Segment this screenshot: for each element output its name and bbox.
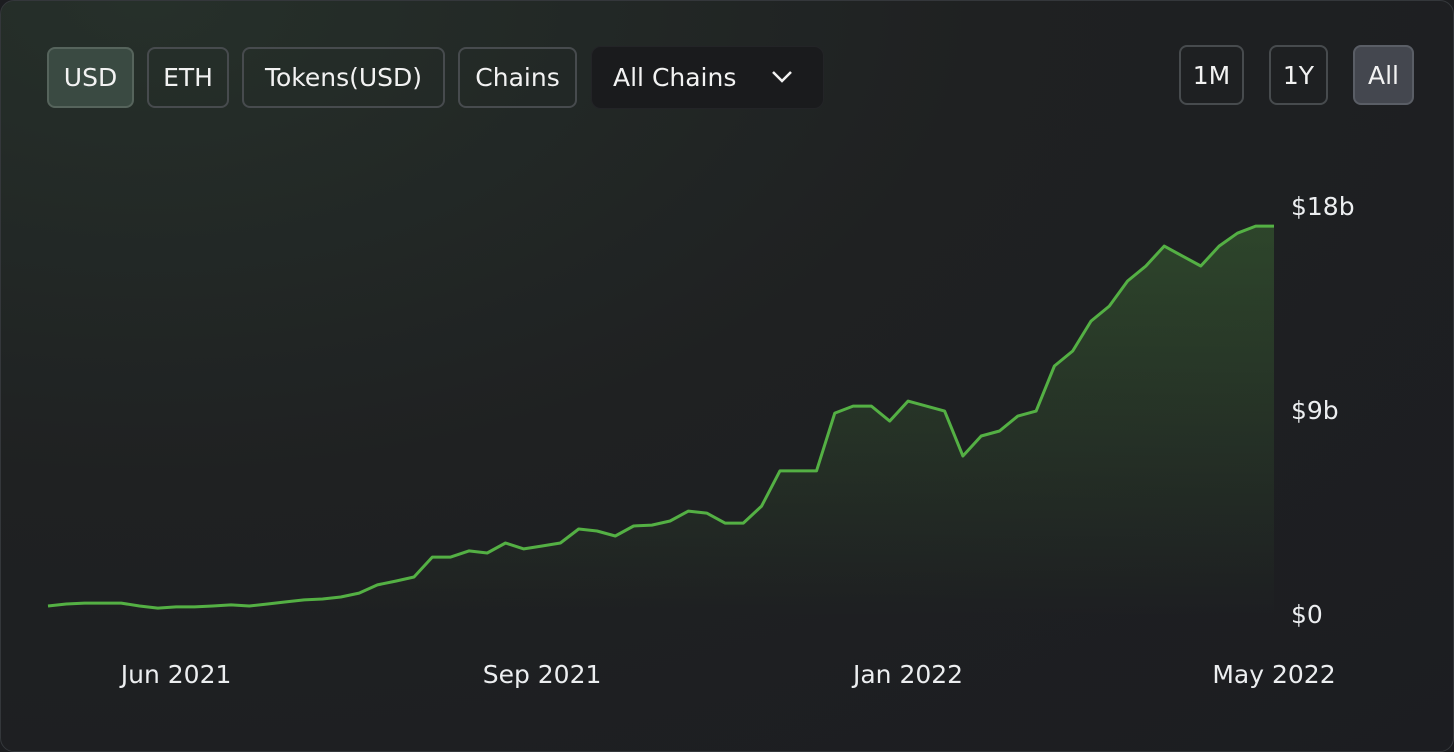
chevron	[772, 71, 792, 83]
range-1m-button[interactable]: 1M	[1179, 45, 1244, 105]
x-tick-label: Jan 2022	[851, 660, 963, 689]
x-tick-label: Jun 2021	[119, 660, 232, 689]
range-1y-button[interactable]: 1Y	[1269, 45, 1328, 105]
chain-select-label: All Chains	[613, 63, 737, 92]
data-line	[47, 224, 1274, 610]
y-tick-label: $18b	[1291, 192, 1355, 221]
range-all-button[interactable]: All	[1353, 45, 1414, 105]
y-tick-label: $9b	[1291, 396, 1339, 425]
area-fill	[48, 226, 1274, 616]
y-tick-label: $0	[1291, 600, 1323, 629]
tokens-button[interactable]: Tokens(USD)	[242, 47, 445, 108]
chain-select[interactable]: All Chains	[591, 46, 824, 109]
chevron-icon	[772, 71, 792, 83]
eth-button[interactable]: ETH	[147, 47, 229, 108]
x-tick-label: Sep 2021	[483, 660, 602, 689]
chains-button[interactable]: Chains	[458, 47, 577, 108]
x-tick-label: May 2022	[1212, 660, 1335, 689]
usd-button[interactable]: USD	[47, 47, 134, 108]
